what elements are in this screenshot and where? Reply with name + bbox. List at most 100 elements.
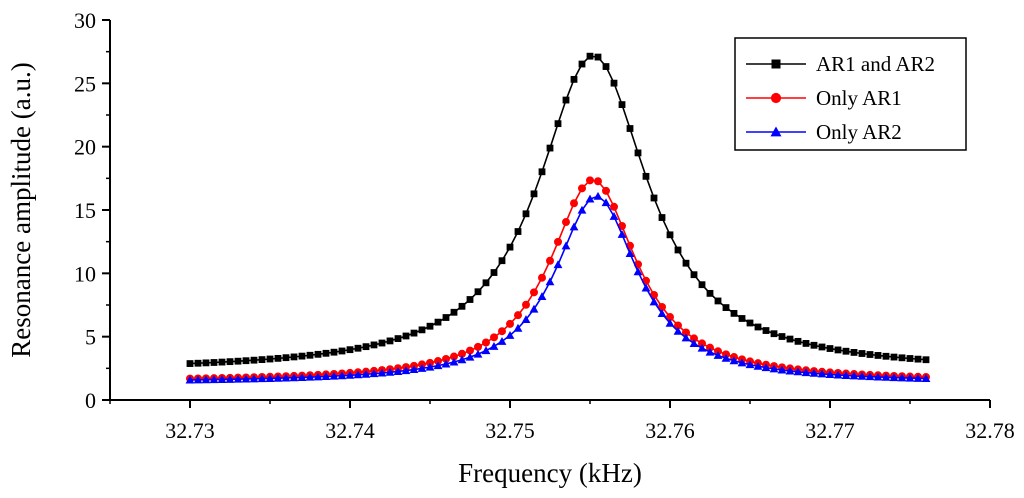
data-point xyxy=(273,373,283,382)
data-point xyxy=(394,335,402,342)
data-point xyxy=(721,353,731,362)
data-point xyxy=(633,267,643,276)
data-point xyxy=(329,371,339,380)
data-point xyxy=(578,184,586,193)
legend-item: Only AR2 xyxy=(746,120,902,144)
data-point xyxy=(682,328,690,337)
data-point xyxy=(410,329,418,337)
legend: AR1 and AR2 Only AR1 Only AR2 xyxy=(734,37,967,151)
data-point xyxy=(474,288,482,296)
data-point xyxy=(465,352,475,361)
data-point xyxy=(474,342,482,351)
data-point xyxy=(849,371,859,380)
data-point xyxy=(626,125,634,132)
data-point xyxy=(545,277,555,286)
data-point xyxy=(362,343,370,351)
data-point xyxy=(674,321,682,330)
data-point xyxy=(673,326,683,335)
series-layer xyxy=(185,52,931,384)
data-point xyxy=(650,194,658,202)
data-point xyxy=(738,315,746,322)
data-point xyxy=(905,373,915,382)
y-tick-label: 5 xyxy=(85,325,96,350)
legend-label: AR1 and AR2 xyxy=(816,52,935,76)
data-point xyxy=(258,356,266,364)
data-point xyxy=(538,273,546,282)
data-point xyxy=(682,259,690,267)
data-point xyxy=(450,352,458,361)
data-point xyxy=(874,352,882,359)
data-point xyxy=(754,323,762,331)
data-point xyxy=(450,308,458,316)
data-point xyxy=(818,343,826,351)
legend-label: Only AR1 xyxy=(816,86,902,110)
data-point xyxy=(449,357,459,366)
y-axis-ticks: 0 5 10 15 20 25 30 xyxy=(74,8,110,413)
data-point xyxy=(898,354,906,362)
y-tick-label: 0 xyxy=(85,388,96,413)
data-point xyxy=(378,339,386,347)
data-point xyxy=(194,359,202,367)
data-point xyxy=(785,366,795,375)
x-tick-label: 32.75 xyxy=(485,418,535,443)
data-point xyxy=(506,243,514,251)
data-point xyxy=(897,373,907,382)
data-point xyxy=(529,304,539,313)
data-point xyxy=(618,101,626,109)
data-point xyxy=(186,360,194,367)
data-point xyxy=(825,370,835,378)
series-only-ar1 xyxy=(186,176,930,383)
data-point xyxy=(385,367,395,376)
data-point xyxy=(482,279,490,287)
data-point xyxy=(409,365,419,374)
data-point xyxy=(482,338,490,347)
data-point xyxy=(610,79,618,87)
data-point xyxy=(850,349,858,356)
data-point xyxy=(498,327,506,336)
data-point xyxy=(530,288,538,297)
data-point xyxy=(562,218,570,227)
data-point xyxy=(434,357,442,366)
legend-label: Only AR2 xyxy=(816,120,902,144)
data-point xyxy=(225,374,235,383)
data-point xyxy=(546,144,554,152)
data-point xyxy=(794,337,802,345)
legend-marker xyxy=(771,59,781,69)
data-point xyxy=(546,256,554,265)
data-point xyxy=(538,168,546,176)
data-point xyxy=(346,346,354,354)
data-point xyxy=(209,375,219,384)
data-point xyxy=(706,289,714,297)
data-point xyxy=(433,361,443,370)
data-point xyxy=(298,352,306,360)
data-point xyxy=(337,371,347,380)
data-point xyxy=(810,341,818,349)
data-point xyxy=(202,359,210,367)
data-point xyxy=(442,354,450,363)
x-axis-title: Frequency (kHz) xyxy=(458,458,642,488)
data-point xyxy=(369,369,379,378)
data-point xyxy=(522,210,530,218)
data-point xyxy=(554,120,562,128)
data-point xyxy=(777,365,787,374)
data-point xyxy=(586,176,594,185)
data-point xyxy=(217,375,227,383)
data-point xyxy=(890,353,898,361)
data-point xyxy=(281,373,291,382)
data-point xyxy=(769,364,779,373)
x-tick-label: 32.73 xyxy=(165,418,215,443)
data-point xyxy=(498,257,506,265)
data-point xyxy=(761,363,771,372)
data-point xyxy=(481,346,491,355)
data-point xyxy=(705,347,715,356)
data-point xyxy=(578,60,586,68)
data-point xyxy=(826,345,834,352)
data-point xyxy=(402,332,410,340)
legend-marker xyxy=(770,92,782,104)
data-point xyxy=(641,283,651,292)
y-tick-label: 10 xyxy=(74,261,96,286)
y-tick-label: 25 xyxy=(74,71,96,96)
data-point xyxy=(586,52,594,60)
data-point xyxy=(873,372,883,381)
data-point xyxy=(914,355,922,363)
